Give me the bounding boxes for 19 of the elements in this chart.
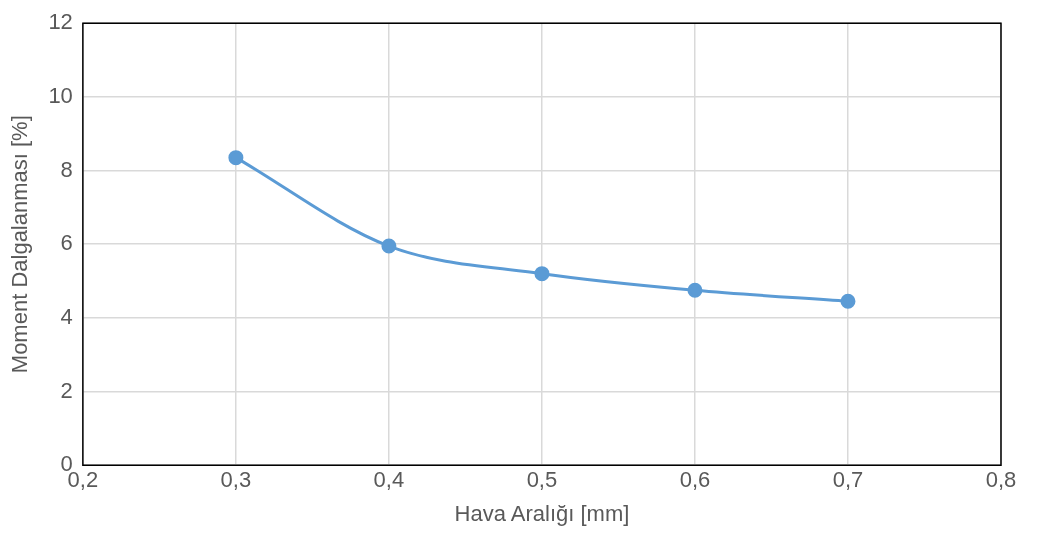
y-axis-title: Moment Dalgalanması [%] xyxy=(7,115,33,374)
y-tick-label: 2 xyxy=(60,377,73,403)
y-tick-label: 4 xyxy=(60,303,73,329)
point xyxy=(840,293,856,309)
y-tick-label: 10 xyxy=(48,82,73,108)
point xyxy=(381,238,397,254)
y-tick-label: 12 xyxy=(48,9,73,35)
point xyxy=(228,150,244,166)
x-axis-title: Hava Aralığı [mm] xyxy=(454,500,630,526)
x-tick-label: 0,8 xyxy=(985,467,1017,493)
x-tick-label: 0,7 xyxy=(832,467,864,493)
x-tick-label: 0,5 xyxy=(526,467,558,493)
y-tick-label: 6 xyxy=(60,230,73,256)
point xyxy=(687,282,703,298)
y-tick-label: 8 xyxy=(60,156,73,182)
point xyxy=(534,266,550,282)
x-tick-label: 0,4 xyxy=(373,467,405,493)
x-tick-label: 0,3 xyxy=(220,467,252,493)
x-tick-label: 0,6 xyxy=(679,467,711,493)
